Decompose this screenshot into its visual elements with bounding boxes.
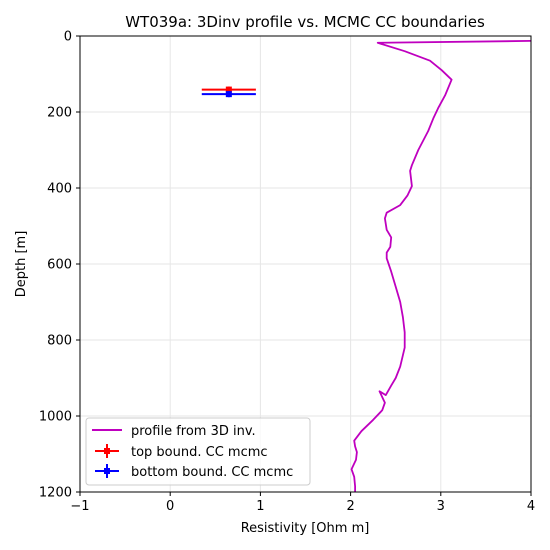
x-tick-label: 1 (256, 499, 264, 514)
legend-box (85, 417, 311, 486)
plot-area (201, 40, 531, 492)
legend-marker-bottom (95, 464, 119, 478)
y-tick-label: 1000 (39, 410, 72, 425)
legend-label-top: top bound. CC mcmc (131, 445, 268, 460)
y-tick-label: 1200 (39, 486, 72, 501)
y-axis-label: Depth [m] (14, 231, 29, 298)
x-tick-label: 2 (346, 499, 354, 514)
x-tick-label: −1 (70, 499, 89, 514)
x-axis-label: Resistivity [Ohm m] (241, 521, 370, 536)
y-tick-label: 600 (47, 258, 72, 273)
point-top-bound (225, 86, 232, 93)
chart-title: WT039a: 3Dinv profile vs. MCMC CC bounda… (125, 13, 485, 31)
y-tick-label: 0 (64, 30, 72, 45)
y-tick-label: 800 (47, 334, 72, 349)
legend-label-profile: profile from 3D inv. (131, 424, 256, 439)
ticks: −1 0 1 2 3 4 0 200 400 600 800 1000 1200 (39, 30, 535, 515)
y-tick-label: 400 (47, 182, 72, 197)
x-tick-label: 0 (166, 499, 174, 514)
x-tick-label: 4 (527, 499, 535, 514)
series-line-profile (350, 40, 531, 492)
x-tick-label: 3 (437, 499, 445, 514)
legend-label-bottom: bottom bound. CC mcmc (131, 465, 293, 480)
legend-marker-top (95, 444, 119, 458)
point-bottom-bound (225, 91, 232, 98)
y-tick-label: 200 (47, 106, 72, 121)
legend: profile from 3D inv. top bound. CC mcmc … (85, 417, 311, 486)
